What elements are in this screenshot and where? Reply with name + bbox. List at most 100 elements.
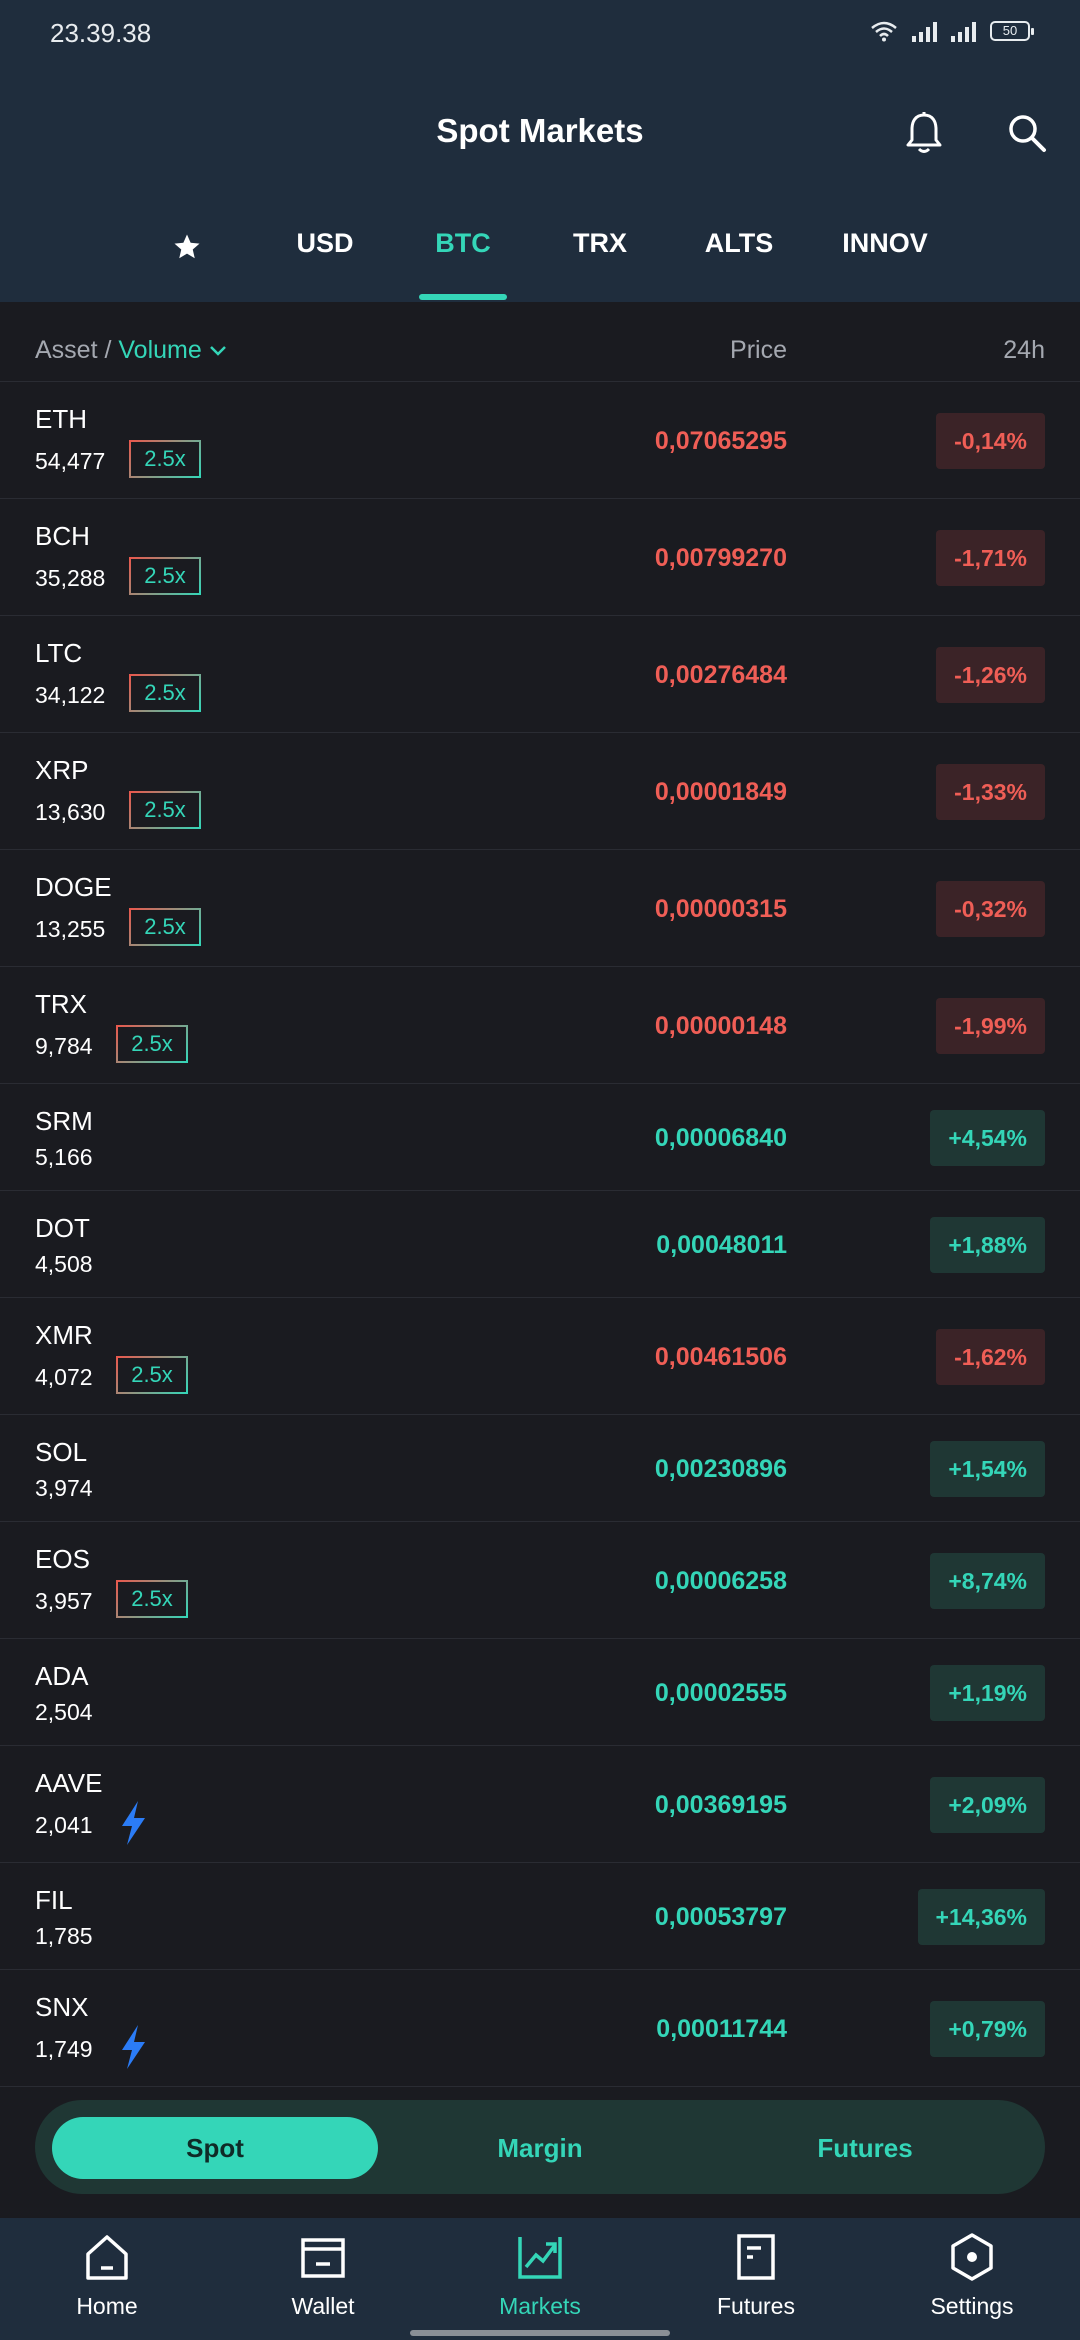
status-icons: 50	[870, 20, 1034, 42]
nav-futures-label: Futures	[717, 2293, 795, 2319]
asset-volume: 5,166	[35, 1144, 93, 1170]
asset-volume: 1,785	[35, 1923, 93, 1949]
market-type-segment: Spot Margin Futures	[35, 2100, 1045, 2194]
change-badge: -0,32%	[936, 880, 1045, 937]
market-row[interactable]: DOT 4,508 0,00048011 +1,88%	[0, 1191, 1080, 1298]
status-time: 23.39.38	[50, 18, 152, 48]
asset-symbol: BCH	[35, 521, 90, 551]
change-badge: -1,71%	[936, 529, 1045, 586]
change-badge: -1,33%	[936, 763, 1045, 820]
market-row[interactable]: ETH 54,477 2.5x 0,07065295 -0,14%	[0, 382, 1080, 499]
tab-innov[interactable]: INNOV	[842, 228, 928, 258]
change-badge: +0,79%	[930, 2000, 1045, 2057]
signal-icon	[912, 20, 937, 42]
asset-symbol: AAVE	[35, 1768, 103, 1798]
asset-volume: 54,477	[35, 448, 106, 474]
asset-symbol: SOL	[35, 1437, 88, 1467]
market-list: ETH 54,477 2.5x 0,07065295 -0,14% BCH 35,288 2.…	[0, 382, 1080, 2087]
change-badge: -1,62%	[936, 1328, 1045, 1385]
leverage-badge: 2.5x	[129, 674, 201, 712]
bell-icon	[906, 112, 942, 153]
leverage-badge: 2.5x	[129, 557, 201, 595]
leverage-badge: 2.5x	[116, 1580, 188, 1618]
nav-home[interactable]: Home	[27, 2232, 187, 2320]
leverage-badge: 2.5x	[116, 1025, 188, 1063]
nav-markets-label: Markets	[499, 2293, 581, 2319]
notifications-button[interactable]	[896, 105, 952, 161]
tab-trx[interactable]: TRX	[573, 228, 627, 258]
change-badge: -0,14%	[936, 412, 1045, 469]
market-row[interactable]: SOL 3,974 0,00230896 +1,54%	[0, 1415, 1080, 1522]
market-row[interactable]: FIL 1,785 0,00053797 +14,36%	[0, 1863, 1080, 1970]
nav-markets[interactable]: Markets	[460, 2232, 620, 2320]
asset-volume: 35,288	[35, 565, 106, 591]
page-title: Spot Markets	[436, 112, 644, 149]
signal-icon-2	[951, 20, 976, 42]
segment-spot-button[interactable]: Spot	[52, 2117, 378, 2179]
market-row[interactable]: BCH 35,288 2.5x 0,00799270 -1,71%	[0, 499, 1080, 616]
leverage-badge: 2.5x	[129, 440, 201, 478]
asset-price: 0,00006258	[654, 1566, 787, 1595]
asset-symbol: TRX	[35, 989, 87, 1019]
change-badge: +4,54%	[930, 1109, 1045, 1166]
asset-volume: 4,508	[35, 1251, 93, 1277]
search-button[interactable]	[999, 105, 1055, 161]
asset-price: 0,00048011	[656, 1230, 787, 1259]
column-header: Asset / Volume Price 24h	[0, 302, 1080, 382]
asset-sort[interactable]: Asset / Volume	[35, 336, 227, 365]
asset-price: 0,00011744	[656, 2014, 787, 2043]
asset-symbol: EOS	[35, 1544, 90, 1574]
tab-alts[interactable]: ALTS	[704, 228, 774, 258]
asset-symbol: SRM	[35, 1106, 93, 1136]
market-row[interactable]: ADA 2,504 0,00002555 +1,19%	[0, 1639, 1080, 1746]
market-row[interactable]: XRP 13,630 2.5x 0,00001849 -1,33%	[0, 733, 1080, 850]
nav-wallet[interactable]: Wallet	[243, 2232, 403, 2320]
asset-volume: 2,504	[35, 1699, 93, 1725]
battery-icon: 50	[990, 21, 1034, 41]
change-badge: +2,09%	[930, 1776, 1045, 1833]
market-row[interactable]: TRX 9,784 2.5x 0,00000148 -1,99%	[0, 967, 1080, 1084]
asset-volume: 34,122	[35, 682, 106, 708]
lightning-icon	[122, 2025, 145, 2069]
asset-symbol: SNX	[35, 1992, 89, 2022]
nav-home-label: Home	[76, 2293, 138, 2319]
market-row[interactable]: EOS 3,957 2.5x 0,00006258 +8,74%	[0, 1522, 1080, 1639]
market-row[interactable]: SRM 5,166 0,00006840 +4,54%	[0, 1084, 1080, 1191]
asset-volume: 1,749	[35, 2036, 93, 2062]
segment-margin-button[interactable]: Margin	[497, 2133, 583, 2163]
segment-futures-button[interactable]: Futures	[817, 2133, 913, 2163]
volume-sort-label[interactable]: Volume	[118, 336, 202, 364]
home-icon	[86, 2235, 128, 2280]
market-row[interactable]: XMR 4,072 2.5x 0,00461506 -1,62%	[0, 1298, 1080, 1415]
asset-volume: 9,784	[35, 1033, 93, 1059]
settings-icon	[951, 2233, 993, 2281]
tab-usd[interactable]: USD	[296, 228, 354, 258]
tab-btc[interactable]: BTC	[435, 228, 491, 258]
search-icon	[1009, 115, 1046, 152]
market-row[interactable]: SNX 1,749 0,00011744 +0,79%	[0, 1970, 1080, 2087]
leverage-badge: 2.5x	[129, 908, 201, 946]
asset-symbol: ETH	[35, 404, 87, 434]
change-badge: -1,26%	[936, 646, 1045, 703]
market-tabs: USD BTC TRX ALTS INNOV	[0, 228, 1080, 302]
lightning-icon	[122, 1801, 145, 1845]
tab-favorites[interactable]	[172, 232, 202, 269]
change-column-label[interactable]: 24h	[1003, 336, 1045, 364]
change-badge: +1,19%	[930, 1664, 1045, 1721]
markets-icon	[518, 2237, 562, 2279]
asset-symbol: FIL	[35, 1885, 73, 1915]
asset-symbol: LTC	[35, 638, 83, 668]
market-row[interactable]: AAVE 2,041 0,00369195 +2,09%	[0, 1746, 1080, 1863]
asset-volume: 3,957	[35, 1588, 93, 1614]
nav-wallet-label: Wallet	[291, 2293, 355, 2319]
nav-settings[interactable]: Settings	[892, 2232, 1052, 2320]
asset-volume: 3,974	[35, 1475, 93, 1501]
price-column-label[interactable]: Price	[730, 336, 787, 364]
asset-price: 0,00001849	[654, 777, 787, 806]
nav-futures[interactable]: Futures	[676, 2232, 836, 2320]
home-indicator	[410, 2330, 670, 2336]
market-row[interactable]: LTC 34,122 2.5x 0,00276484 -1,26%	[0, 616, 1080, 733]
asset-price: 0,00000148	[654, 1011, 787, 1040]
asset-volume: 4,072	[35, 1364, 93, 1390]
market-row[interactable]: DOGE 13,255 2.5x 0,00000315 -0,32%	[0, 850, 1080, 967]
